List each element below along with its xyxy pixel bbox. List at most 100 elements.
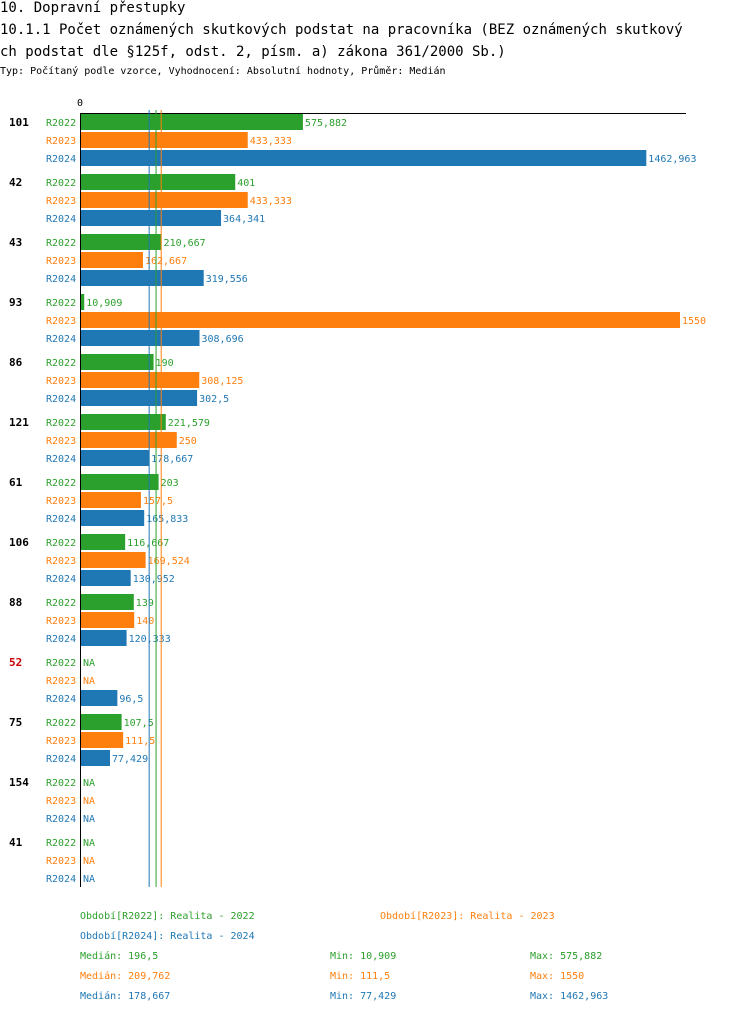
value-label-106-r2022: 116,667 xyxy=(127,538,169,549)
value-label-52-r2024: 96,5 xyxy=(119,694,143,705)
value-label-75-r2024: 77,429 xyxy=(112,754,148,765)
chart-type-info: Typ: Počítaný podle vzorce, Vyhodnocení:… xyxy=(0,66,446,77)
value-label-86-r2022: 190 xyxy=(156,358,174,369)
page-title: 10. Dopravní přestupky xyxy=(0,0,186,16)
series-label-r2022: R2022 xyxy=(46,838,76,849)
series-label-r2022: R2022 xyxy=(46,598,76,609)
group-label-106: 106 xyxy=(9,536,29,549)
value-label-41-r2024: NA xyxy=(83,874,95,885)
series-label-r2022: R2022 xyxy=(46,718,76,729)
series-label-r2022: R2022 xyxy=(46,178,76,189)
group-label-61: 61 xyxy=(9,476,23,489)
bar-101-r2022 xyxy=(80,114,303,130)
series-label-r2023: R2023 xyxy=(46,376,76,387)
series-label-r2024: R2024 xyxy=(46,154,76,165)
value-label-154-r2024: NA xyxy=(83,814,95,825)
median-stat-r2024: Medián: 178,667 xyxy=(80,990,170,1002)
bar-61-r2024 xyxy=(80,510,145,526)
chart-title-line-1: 10.1.1 Počet oznámených skutkových podst… xyxy=(0,22,683,38)
bar-88-r2023 xyxy=(80,612,135,628)
value-label-86-r2023: 308,125 xyxy=(201,376,243,387)
series-label-r2023: R2023 xyxy=(46,196,76,207)
value-label-121-r2024: 178,667 xyxy=(151,454,193,465)
series-label-r2024: R2024 xyxy=(46,454,76,465)
bar-61-r2023 xyxy=(80,492,141,508)
bar-42-r2023 xyxy=(80,192,248,208)
bar-86-r2023 xyxy=(80,372,200,388)
bar-42-r2024 xyxy=(80,210,222,226)
bar-43-r2024 xyxy=(80,270,204,286)
bar-93-r2024 xyxy=(80,330,200,346)
legend-r2023: Období[R2023]: Realita - 2023 xyxy=(380,910,555,922)
value-label-106-r2023: 169,524 xyxy=(148,556,190,567)
series-label-r2023: R2023 xyxy=(46,496,76,507)
group-label-121: 121 xyxy=(9,416,29,429)
group-label-52: 52 xyxy=(9,656,22,669)
value-label-86-r2024: 302,5 xyxy=(199,394,229,405)
value-label-93-r2022: 10,909 xyxy=(86,298,122,309)
bar-121-r2023 xyxy=(80,432,177,448)
series-label-r2022: R2022 xyxy=(46,358,76,369)
max-stat-r2023: Max: 1550 xyxy=(530,971,584,982)
bar-75-r2024 xyxy=(80,750,110,766)
series-label-r2022: R2022 xyxy=(46,298,76,309)
bar-52-r2024 xyxy=(80,690,118,706)
min-stat-r2022: Min: 10,909 xyxy=(330,951,396,962)
min-stat-r2024: Min: 77,429 xyxy=(330,991,396,1002)
series-label-r2023: R2023 xyxy=(46,796,76,807)
bar-86-r2022 xyxy=(80,354,154,370)
x-axis-zero-label: 0 xyxy=(77,98,83,109)
value-label-43-r2023: 162,667 xyxy=(145,256,187,267)
value-label-154-r2023: NA xyxy=(83,796,95,807)
bar-75-r2023 xyxy=(80,732,124,748)
legend-r2024: Období[R2024]: Realita - 2024 xyxy=(80,930,255,942)
value-label-101-r2022: 575,882 xyxy=(305,118,347,129)
min-stat-r2023: Min: 111,5 xyxy=(330,971,390,982)
bar-121-r2022 xyxy=(80,414,166,430)
series-label-r2022: R2022 xyxy=(46,778,76,789)
bar-106-r2024 xyxy=(80,570,131,586)
bar-75-r2022 xyxy=(80,714,122,730)
bar-42-r2022 xyxy=(80,174,236,190)
group-label-43: 43 xyxy=(9,236,22,249)
series-label-r2022: R2022 xyxy=(46,418,76,429)
group-label-75: 75 xyxy=(9,716,22,729)
bar-101-r2023 xyxy=(80,132,248,148)
median-stat-r2022: Medián: 196,5 xyxy=(80,950,158,962)
group-label-41: 41 xyxy=(9,836,23,849)
chart-title-line-2: ch podstat dle §125f, odst. 2, písm. a) … xyxy=(0,44,506,60)
value-label-75-r2023: 111,5 xyxy=(125,736,155,747)
bar-61-r2022 xyxy=(80,474,159,490)
series-label-r2022: R2022 xyxy=(46,238,76,249)
bar-106-r2023 xyxy=(80,552,146,568)
value-label-75-r2022: 107,5 xyxy=(124,718,154,729)
value-label-52-r2023: NA xyxy=(83,676,95,687)
series-label-r2024: R2024 xyxy=(46,874,76,885)
series-label-r2023: R2023 xyxy=(46,556,76,567)
value-label-52-r2022: NA xyxy=(83,658,95,669)
bar-93-r2023 xyxy=(80,312,680,328)
series-label-r2024: R2024 xyxy=(46,634,76,645)
bar-106-r2022 xyxy=(80,534,126,550)
series-label-r2024: R2024 xyxy=(46,694,76,705)
value-label-88-r2022: 139 xyxy=(136,598,154,609)
series-label-r2022: R2022 xyxy=(46,658,76,669)
group-label-86: 86 xyxy=(9,356,23,369)
series-label-r2022: R2022 xyxy=(46,538,76,549)
max-stat-r2022: Max: 575,882 xyxy=(530,951,602,962)
value-label-61-r2024: 165,833 xyxy=(146,514,188,525)
series-label-r2022: R2022 xyxy=(46,118,76,129)
group-label-101: 101 xyxy=(9,116,29,129)
series-label-r2023: R2023 xyxy=(46,856,76,867)
value-label-41-r2022: NA xyxy=(83,838,95,849)
value-label-42-r2024: 364,341 xyxy=(223,214,265,225)
value-label-106-r2024: 130,952 xyxy=(133,574,175,585)
value-label-154-r2022: NA xyxy=(83,778,95,789)
value-label-61-r2022: 203 xyxy=(161,478,179,489)
value-label-61-r2023: 157,5 xyxy=(143,496,173,507)
bar-121-r2024 xyxy=(80,450,150,466)
median-stat-r2023: Medián: 209,762 xyxy=(80,970,170,982)
value-label-101-r2023: 433,333 xyxy=(250,136,292,147)
bar-101-r2024 xyxy=(80,150,647,166)
value-label-101-r2024: 1462,963 xyxy=(648,154,696,165)
